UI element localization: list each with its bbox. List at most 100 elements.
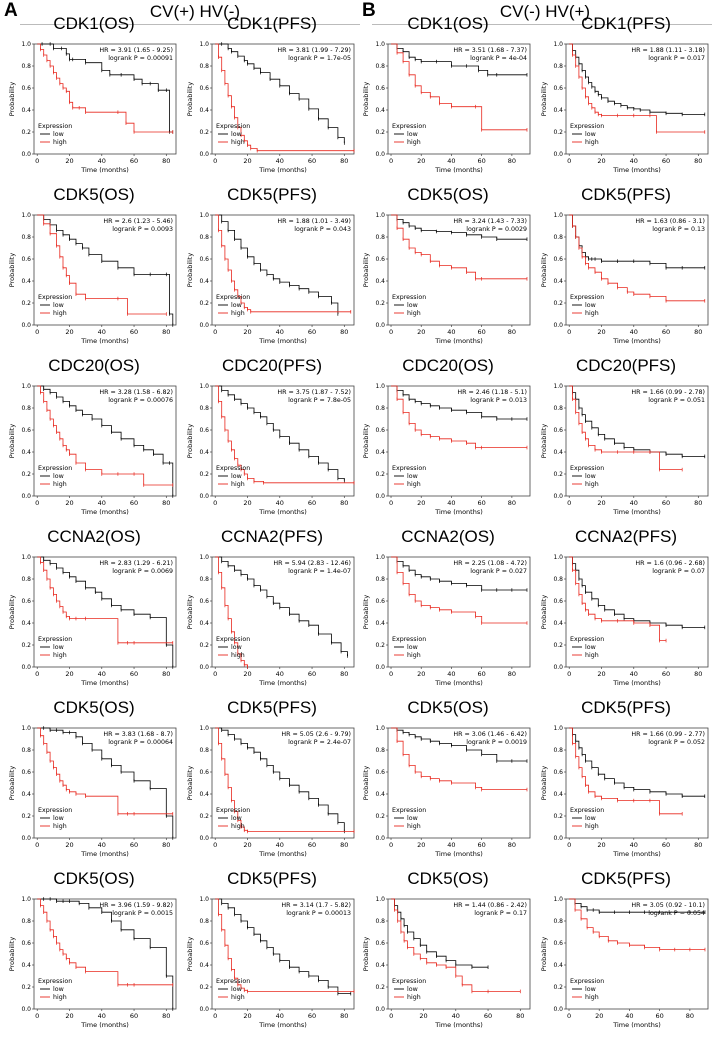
survival-curve-high [37, 898, 173, 986]
x-axis-label: Time (months) [258, 337, 307, 345]
plot-frame [211, 385, 355, 497]
km-plot: CDK1(OS) 0.0 0.2 0.4 0.6 0.8 1.0 0 20 40 60 80 Time … [8, 14, 180, 182]
legend-label-low: low [53, 473, 64, 480]
y-tick-label: 0.4 [199, 449, 209, 456]
survival-curve-high [391, 385, 527, 448]
km-chart: 0.0 0.2 0.4 0.6 0.8 1.0 0 20 40 60 80 Time (months)… [540, 41, 709, 174]
y-tick-label: 0.8 [553, 234, 563, 241]
x-tick-label: 60 [130, 157, 138, 165]
legend-title: Expression [38, 123, 72, 130]
legend-title: Expression [216, 465, 250, 472]
y-axis-label: Probability [8, 82, 16, 117]
km-plot: CDC20(PFS) 0.0 0.2 0.4 0.6 0.8 1.0 0 20 40 60 80 Tim… [186, 356, 358, 524]
y-tick-label: 1.0 [375, 212, 385, 219]
x-tick-label: 40 [276, 841, 284, 849]
group-title-cv-positive: CV(+) HV(-) [149, 2, 241, 21]
y-tick-label: 0.2 [375, 813, 385, 820]
y-tick-label: 0.6 [375, 940, 385, 947]
plot-title: CDK1(OS) [53, 14, 135, 33]
x-tick-label: 80 [340, 841, 348, 849]
legend-label-low: low [407, 473, 418, 480]
group-underline-b [372, 24, 712, 25]
y-axis-label: Probability [186, 595, 194, 630]
y-tick-label: 0.8 [199, 63, 209, 70]
y-tick-label: 0.8 [553, 918, 563, 925]
x-tick-label: 0 [213, 157, 217, 165]
logrank-p-label: logrank P = 0.0029 [466, 226, 527, 233]
hazard-ratio-label: HR = 3.81 (1.99 - 7.29) [277, 47, 351, 54]
x-tick-label: 80 [508, 328, 516, 336]
plot-title: CDC20(OS) [48, 356, 140, 375]
hazard-ratio-label: HR = 2.46 (1.18 - 5.1) [457, 389, 527, 396]
y-tick-label: 0.2 [375, 300, 385, 307]
hazard-ratio-label: HR = 1.66 (0.99 - 2.78) [631, 389, 705, 396]
y-tick-label: 1.0 [375, 41, 385, 48]
y-tick-label: 0.6 [553, 769, 563, 776]
x-tick-label: 20 [597, 328, 605, 336]
legend-label-low: low [231, 473, 242, 480]
legend-label-low: low [53, 986, 64, 993]
x-tick-label: 40 [276, 670, 284, 678]
x-axis-label: Time (months) [434, 337, 483, 345]
logrank-p-label: logrank P = 0.027 [470, 568, 527, 575]
x-tick-label: 40 [276, 328, 284, 336]
survival-curve-high [569, 43, 705, 133]
y-tick-label: 0.6 [21, 85, 31, 92]
y-tick-label: 0.2 [553, 300, 563, 307]
legend-label-high: high [407, 994, 421, 1001]
x-tick-label: 40 [98, 328, 106, 336]
y-tick-label: 0.8 [553, 576, 563, 583]
x-tick-label: 0 [389, 670, 393, 678]
y-axis-label: Probability [540, 937, 548, 972]
x-tick-label: 20 [65, 499, 73, 507]
y-tick-label: 0.8 [21, 747, 31, 754]
y-tick-label: 0.4 [199, 791, 209, 798]
x-axis-label: Time (months) [80, 850, 129, 858]
x-tick-label: 40 [447, 670, 455, 678]
legend-label-low: low [231, 302, 242, 309]
x-tick-label: 60 [478, 499, 486, 507]
y-tick-label: 0.2 [21, 471, 31, 478]
x-tick-label: 60 [130, 328, 138, 336]
y-tick-label: 0.4 [375, 107, 385, 114]
km-chart: 0.0 0.2 0.4 0.6 0.8 1.0 0 20 40 60 80 Time (months)… [8, 896, 177, 1029]
x-axis-label: Time (months) [612, 679, 661, 687]
x-tick-label: 40 [276, 1012, 284, 1020]
y-tick-label: 0.0 [375, 835, 385, 842]
y-axis-label: Probability [8, 253, 16, 288]
y-tick-label: 0.6 [553, 256, 563, 263]
survival-curve-high [569, 727, 683, 815]
hazard-ratio-label: HR = 1.63 (0.86 - 3.1) [635, 218, 705, 225]
x-tick-label: 0 [35, 841, 39, 849]
km-chart: 0.0 0.2 0.4 0.6 0.8 1.0 0 20 40 60 80 Time (months)… [362, 725, 531, 858]
legend-label-high: high [53, 481, 67, 488]
legend-label-low: low [231, 815, 242, 822]
plot-title: CDK5(OS) [407, 698, 489, 717]
x-tick-label: 80 [694, 670, 702, 678]
y-tick-label: 0.6 [21, 940, 31, 947]
x-tick-label: 0 [567, 328, 571, 336]
y-axis-label: Probability [540, 595, 548, 630]
survival-curve-high [37, 556, 173, 644]
x-axis-label: Time (months) [612, 1021, 661, 1029]
x-axis-label: Time (months) [258, 166, 307, 174]
logrank-p-label: logrank P = 1.4e-07 [288, 568, 351, 575]
y-tick-label: 0.0 [375, 1006, 385, 1013]
x-tick-label: 80 [694, 841, 702, 849]
legend-label-low: low [585, 986, 596, 993]
y-tick-label: 0.4 [21, 107, 31, 114]
y-tick-label: 1.0 [375, 725, 385, 732]
plot-frame [387, 556, 531, 668]
km-chart: 0.0 0.2 0.4 0.6 0.8 1.0 0 20 40 60 80 Time (months)… [186, 554, 355, 687]
x-tick-label: 20 [243, 157, 251, 165]
x-tick-label: 0 [389, 1012, 393, 1020]
logrank-p-label: logrank P = 7.8e-05 [288, 397, 351, 404]
y-tick-label: 0.2 [375, 642, 385, 649]
y-axis-label: Probability [186, 424, 194, 459]
y-axis-label: Probability [186, 766, 194, 801]
logrank-p-label: logrank P = 0.054 [648, 910, 705, 917]
x-tick-label: 40 [98, 670, 106, 678]
legend-label-high: high [585, 823, 599, 830]
legend-label-high: high [407, 310, 421, 317]
plot-title: CDC20(PFS) [575, 356, 677, 375]
